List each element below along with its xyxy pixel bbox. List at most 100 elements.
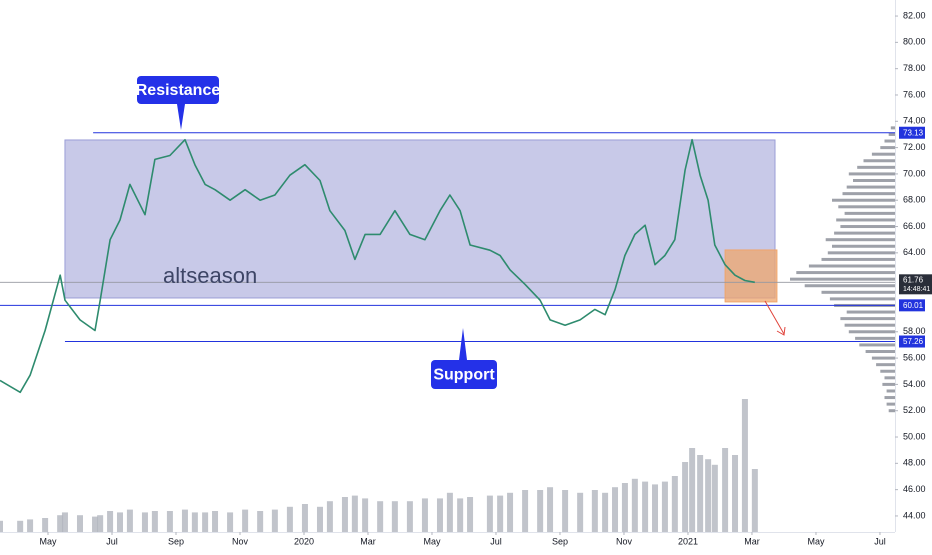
- volume-bar: [446, 492, 453, 532]
- volume-profile-bar: [825, 238, 895, 242]
- volume-bar: [151, 511, 158, 532]
- volume-bar: [421, 498, 428, 532]
- volume-bar: [631, 478, 638, 532]
- volume-profile-bar: [884, 396, 895, 400]
- x-tick-label: Sep: [168, 536, 184, 546]
- volume-profile-bar: [821, 290, 895, 294]
- volume-bar: [436, 498, 443, 532]
- volume-bar: [242, 509, 249, 532]
- volume-bar: [97, 515, 104, 532]
- x-tick-label: Nov: [232, 536, 249, 546]
- volume-bar: [27, 519, 34, 532]
- volume-profile-bar: [832, 198, 895, 202]
- volume-bar: [391, 501, 398, 532]
- volume-profile-bar: [846, 310, 895, 314]
- forecast-arrow: [764, 300, 785, 335]
- volume-profile-bar: [821, 257, 895, 261]
- volume-profile-bar: [790, 277, 895, 281]
- volume-profile-bar: [886, 389, 895, 393]
- y-tick-label: 52.00: [903, 405, 926, 415]
- x-tick-label: May: [39, 536, 57, 546]
- volume-bar: [76, 515, 83, 532]
- y-tick-label: 46.00: [903, 484, 926, 494]
- volume-bar: [652, 484, 659, 532]
- volume-bar: [682, 462, 689, 532]
- volume-bar: [181, 509, 188, 532]
- last-price-label: 61.76: [903, 275, 924, 284]
- volume-bar: [591, 490, 598, 532]
- volume-profile-bar: [876, 363, 895, 367]
- callout: Resistance: [136, 76, 220, 130]
- x-tick-label: Mar: [360, 536, 376, 546]
- volume-bar: [621, 483, 628, 532]
- volume-bar: [507, 492, 514, 532]
- x-tick-label: Jul: [874, 536, 886, 546]
- volume-profile-bar: [859, 343, 895, 347]
- callout-box: [137, 76, 219, 104]
- volume-bar: [301, 504, 308, 532]
- x-tick-label: Jul: [490, 536, 502, 546]
- callout-pointer: [177, 104, 185, 130]
- volume-bar: [547, 487, 554, 532]
- volume-profile-bar: [871, 152, 895, 156]
- volume-bar: [57, 515, 64, 532]
- price-tag-label: 60.01: [903, 301, 924, 310]
- volume-profile-bar: [865, 350, 895, 354]
- price-tag: [899, 335, 925, 348]
- volume-profile-bar: [829, 297, 895, 301]
- price-tag-label: 57.26: [903, 337, 924, 346]
- volume-profile-bar: [888, 409, 895, 413]
- volume-bar: [741, 399, 748, 532]
- volume-bar: [697, 455, 704, 532]
- volume-bar: [42, 518, 49, 532]
- volume-profile-bar: [832, 244, 895, 248]
- volume-profile-bar: [840, 225, 895, 229]
- x-tick-label: Mar: [744, 536, 760, 546]
- callout: Support: [431, 328, 497, 389]
- volume-profile-bar: [853, 178, 895, 182]
- volume-profile-bar: [827, 251, 895, 255]
- volume-profile-bar: [884, 376, 895, 380]
- volume-profile-bar: [886, 402, 895, 406]
- volume-bar: [107, 511, 114, 532]
- volume-bar: [732, 455, 739, 532]
- volume-profile-bar: [836, 218, 895, 222]
- price-line-series: [0, 138, 755, 394]
- last-price-tag: [899, 274, 932, 295]
- x-tick-label: May: [807, 536, 825, 546]
- volume-bar: [661, 481, 668, 532]
- volume-bar: [537, 490, 544, 532]
- y-tick-label: 50.00: [903, 431, 926, 441]
- volume-bar: [577, 492, 584, 532]
- volume-profile-bar: [846, 185, 895, 189]
- volume-profile-bar: [844, 211, 895, 215]
- volume-bar: [141, 512, 148, 532]
- x-tick-label: Jul: [106, 536, 118, 546]
- volume-profile-bar: [880, 369, 895, 373]
- volume-profile-bar: [808, 264, 895, 268]
- volume-profile-bar: [890, 126, 895, 130]
- volume-profile-bar: [880, 146, 895, 150]
- callout-box: [431, 360, 497, 389]
- y-tick-label: 68.00: [903, 195, 926, 205]
- y-tick-label: 48.00: [903, 458, 926, 468]
- y-tick-label: 72.00: [903, 142, 926, 152]
- volume-bar: [486, 495, 493, 532]
- volume-bar: [257, 511, 264, 532]
- volume-profile-bar: [840, 317, 895, 321]
- zone-box: [64, 139, 776, 299]
- y-tick-label: 70.00: [903, 168, 926, 178]
- forecast-arrow-head: [776, 326, 786, 336]
- volume-bar: [642, 481, 649, 532]
- volume-bar: [689, 448, 696, 532]
- volume-bar: [711, 464, 718, 532]
- volume-bar: [92, 516, 99, 532]
- price-tag-label: 73.13: [903, 128, 924, 137]
- y-tick-label: 82.00: [903, 10, 926, 20]
- volume-profile-bar: [804, 284, 895, 288]
- x-tick-label: May: [423, 536, 441, 546]
- y-tick-label: 44.00: [903, 510, 926, 520]
- volume-profile-bar: [842, 192, 895, 196]
- volume-bar: [227, 512, 234, 532]
